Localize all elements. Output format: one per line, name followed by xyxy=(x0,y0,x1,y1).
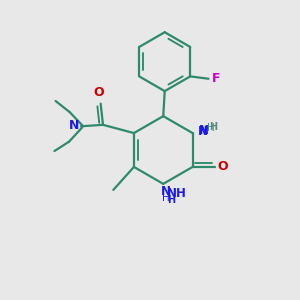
Text: N: N xyxy=(161,185,171,198)
Text: N: N xyxy=(198,125,208,138)
Text: O: O xyxy=(93,86,104,99)
Text: NH: NH xyxy=(167,187,187,200)
Text: O: O xyxy=(217,160,228,173)
Text: H: H xyxy=(209,122,217,132)
Text: H: H xyxy=(207,123,214,134)
Text: F: F xyxy=(212,72,220,85)
Text: N: N xyxy=(69,118,80,132)
Text: H: H xyxy=(162,193,170,203)
Text: N: N xyxy=(199,124,209,137)
Text: H: H xyxy=(167,195,175,205)
